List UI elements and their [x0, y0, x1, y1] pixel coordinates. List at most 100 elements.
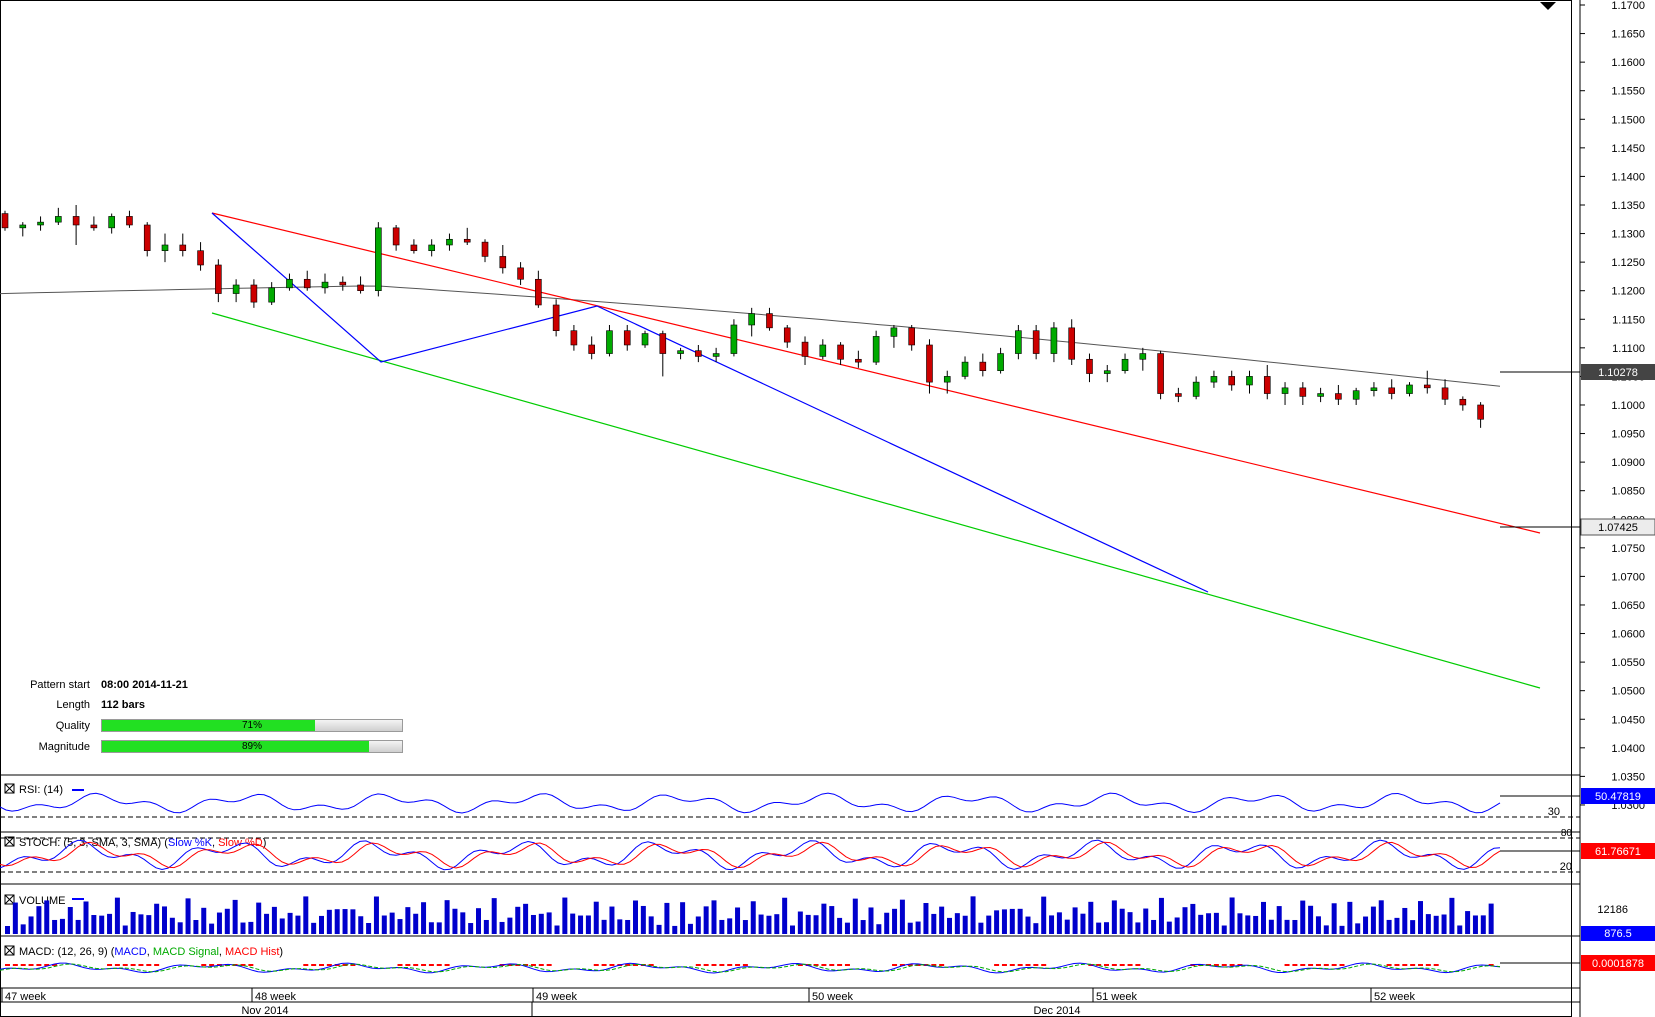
volume-bar: [1213, 912, 1219, 934]
price-tick-label: 1.0450: [1611, 714, 1645, 726]
macd-hist-bar: [727, 964, 733, 966]
volume-bar: [758, 914, 764, 934]
macd-hist-bar: [530, 964, 536, 966]
volume-bar: [954, 913, 960, 934]
macd-hist-bar: [538, 964, 544, 966]
macd-hist-bar: [248, 964, 254, 966]
week-label: 51 week: [1096, 991, 1137, 1003]
volume-bar: [1386, 919, 1392, 934]
macd-hist-bar: [931, 964, 937, 966]
volume-bar: [1355, 923, 1361, 934]
macd-hist-bar: [1221, 964, 1227, 966]
macd-hist-bar: [994, 964, 1000, 966]
volume-bar: [413, 913, 419, 934]
volume-bar: [1394, 917, 1400, 934]
macd-value-label: 0.0001878: [1592, 958, 1644, 970]
month-label: Dec 2014: [1033, 1005, 1080, 1017]
volume-bar: [601, 919, 607, 934]
volume-bar: [1056, 912, 1062, 934]
volume-bar: [1166, 921, 1172, 934]
volume-close-icon[interactable]: [4, 894, 15, 905]
candle-up: [1050, 327, 1058, 354]
candle-down: [979, 361, 987, 371]
volume-bar: [523, 903, 529, 934]
candle-up: [1246, 376, 1253, 386]
volume-bar: [860, 920, 866, 934]
candle-up: [1317, 393, 1324, 397]
volume-bar: [829, 906, 835, 934]
macd-hist-bar: [397, 964, 403, 966]
rsi-close-icon[interactable]: [4, 783, 15, 794]
stoch-close-icon[interactable]: [4, 836, 15, 847]
price-tick-label: 1.1000: [1611, 400, 1645, 412]
rsi-title: RSI: (14): [19, 784, 63, 796]
volume-bar: [436, 922, 442, 934]
volume-bar: [1268, 919, 1274, 934]
candle-up: [268, 287, 275, 303]
volume-bar: [719, 919, 725, 934]
macd-hist-bar: [114, 964, 120, 966]
candle-up: [108, 216, 115, 229]
volume-bar: [240, 922, 246, 934]
volume-bar: [837, 917, 843, 934]
candle-up: [1370, 387, 1378, 391]
candle-down: [588, 344, 595, 354]
candle-down: [535, 278, 542, 306]
macd-hist-bar: [1009, 964, 1015, 966]
macd-hist-bar: [130, 964, 136, 966]
volume-bar: [366, 922, 372, 934]
quality-bar: 71%: [101, 719, 403, 732]
candle-down: [1441, 387, 1449, 400]
volume-bar: [1009, 908, 1015, 934]
candle-up: [161, 244, 169, 252]
volume-bar: [1253, 915, 1259, 934]
candle-down: [90, 224, 98, 229]
volume-bar: [59, 918, 65, 934]
candle-down: [481, 241, 489, 257]
candle-down: [1157, 353, 1164, 394]
macd-hist-bar: [413, 964, 419, 966]
candle-down: [392, 227, 400, 246]
macd-hist-bar: [1418, 964, 1423, 966]
volume-bar: [884, 912, 890, 934]
candle-up: [677, 350, 684, 354]
macd-close-icon[interactable]: [4, 945, 15, 956]
volume-bar: [1088, 901, 1094, 934]
volume-bar: [633, 900, 638, 934]
volume-bar: [28, 916, 34, 934]
candle-up: [641, 333, 649, 346]
macd-hist-bar: [1096, 964, 1102, 966]
macd-hist-bar: [625, 964, 631, 966]
volume-bar: [727, 918, 733, 934]
candle-up: [37, 221, 44, 226]
candle-down: [855, 358, 862, 363]
volume-bar: [562, 897, 568, 934]
volume-bar: [154, 903, 160, 934]
macd-hist-bar: [633, 964, 638, 966]
month-label: Nov 2014: [241, 1005, 288, 1017]
macd-hist-bar: [1292, 964, 1298, 966]
volume-bar: [1363, 916, 1369, 934]
macd-hist-bar: [20, 964, 26, 966]
volume-bar: [1237, 913, 1243, 934]
magnitude-bar-fill: [102, 741, 369, 752]
volume-bar: [593, 901, 599, 934]
macd-hist-bar: [28, 964, 34, 966]
volume-bar: [578, 915, 584, 934]
volume-bar: [656, 924, 662, 934]
volume-bar: [169, 917, 175, 934]
volume-bar: [813, 915, 819, 934]
macd-hist-bar: [201, 964, 207, 966]
volume-bar: [1033, 923, 1039, 934]
volume-bar: [1300, 900, 1306, 934]
macd-hist-bar: [1135, 964, 1141, 966]
volume-bar: [554, 925, 560, 934]
volume-bar: [1276, 906, 1282, 934]
dropdown-arrow-icon[interactable]: [1540, 2, 1556, 10]
macd-hist-bar: [797, 964, 803, 966]
macd-hist-bar: [1017, 964, 1023, 966]
volume-bar: [1143, 908, 1149, 934]
price-tick-label: 1.0500: [1611, 686, 1645, 698]
candle-up: [428, 244, 435, 252]
volume-bar: [1245, 915, 1251, 934]
